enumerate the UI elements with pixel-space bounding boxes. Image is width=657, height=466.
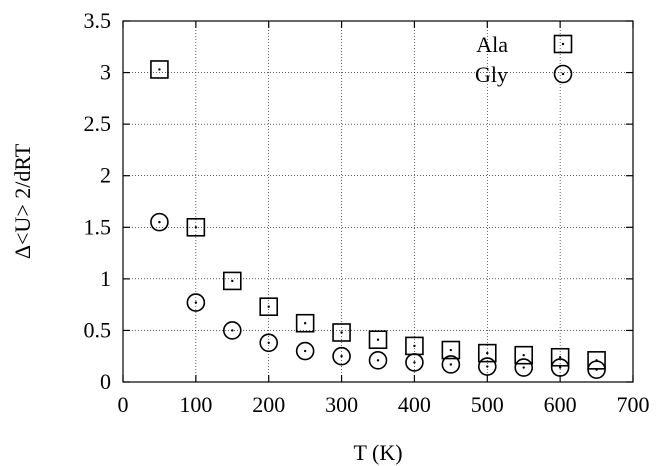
data-point-gly-center [522, 366, 525, 369]
x-tick-label: 100 [179, 392, 212, 417]
x-tick-label: 600 [544, 392, 577, 417]
data-point-gly-center [449, 363, 453, 366]
data-point-ala-center [376, 338, 380, 341]
plot-frame [122, 20, 634, 383]
data-point-ala-center [158, 68, 161, 71]
data-point-gly [332, 346, 351, 366]
legend-label: Ala [476, 32, 508, 57]
x-tick-label: 0 [118, 392, 129, 417]
data-point-gly [186, 293, 206, 312]
series-ala [150, 60, 606, 370]
data-point-ala-center [303, 322, 307, 325]
legend-marker-ala [553, 34, 573, 54]
data-point-ala-center [449, 348, 453, 352]
data-point-gly-center [376, 359, 380, 362]
data-point-gly [550, 358, 570, 377]
data-point-gly-center [413, 361, 416, 364]
data-point-ala-center [340, 331, 343, 334]
series-gly [150, 212, 606, 379]
data-point-gly [295, 341, 315, 361]
y-tick-label: 1 [100, 266, 111, 291]
data-point-gly [150, 212, 169, 232]
data-point-ala [222, 271, 242, 291]
data-point-gly-center [595, 368, 598, 371]
data-point-gly-center [158, 220, 161, 224]
data-point-gly [587, 360, 606, 379]
data-point-ala-center [413, 344, 416, 348]
legend: Ala Gly [475, 32, 573, 87]
data-marks [150, 60, 606, 379]
data-point-gly-center [267, 341, 270, 345]
x-tick-label: 400 [398, 392, 431, 417]
x-axis-title: T (K) [353, 440, 402, 465]
y-tick-label: 0.5 [84, 317, 112, 342]
data-point-ala-center [522, 353, 525, 357]
data-point-ala [186, 217, 206, 237]
data-point-ala [368, 330, 388, 350]
data-point-ala-center [486, 351, 489, 355]
data-point-ala [332, 323, 351, 342]
data-point-ala [295, 313, 315, 333]
data-point-gly [477, 357, 497, 376]
data-point-gly-center [486, 365, 489, 368]
data-point-ala [441, 340, 461, 360]
legend-marker-ala-center [561, 42, 565, 46]
data-point-gly [259, 333, 279, 353]
x-tick-label: 200 [252, 392, 285, 417]
data-point-gly [405, 353, 424, 372]
data-point-ala-center [267, 305, 270, 308]
legend-marker-gly [553, 64, 573, 84]
data-point-gly [514, 358, 534, 377]
grid [123, 21, 633, 382]
data-point-gly [368, 351, 388, 370]
axis-ticks: 0 100 200 300 400 500 600 700 0 0.5 1 1.5 2 2.5 3 3.5 [84, 8, 650, 417]
data-point-gly-center [340, 355, 343, 358]
data-point-ala-center [558, 356, 562, 359]
data-point-ala [550, 347, 570, 367]
x-tick-label: 300 [325, 392, 358, 417]
y-tick-label: 0 [100, 369, 111, 394]
x-tick-label: 500 [471, 392, 504, 417]
data-point-gly-center [231, 329, 234, 332]
y-tick-label: 1.5 [84, 214, 112, 239]
y-tick-label: 2.5 [84, 111, 112, 136]
legend-marker-gly-center [561, 72, 565, 76]
y-tick-label: 3.5 [84, 8, 112, 33]
data-point-gly-center [194, 301, 198, 304]
data-point-ala [150, 60, 169, 79]
y-tick-label: 2 [100, 163, 111, 188]
x-tick-label: 700 [617, 392, 650, 417]
data-point-gly [441, 355, 461, 374]
legend-label: Gly [475, 62, 508, 87]
data-point-ala [477, 343, 497, 363]
data-point-ala [514, 345, 534, 365]
data-point-gly [222, 321, 242, 340]
data-point-gly-center [303, 349, 307, 353]
y-tick-label: 3 [100, 60, 111, 85]
data-point-ala-center [231, 279, 234, 283]
y-axis-title: Δ<U> 2/dRT [10, 143, 35, 259]
data-point-ala [259, 297, 279, 317]
data-point-ala-center [194, 226, 198, 229]
data-point-gly-center [558, 366, 562, 369]
